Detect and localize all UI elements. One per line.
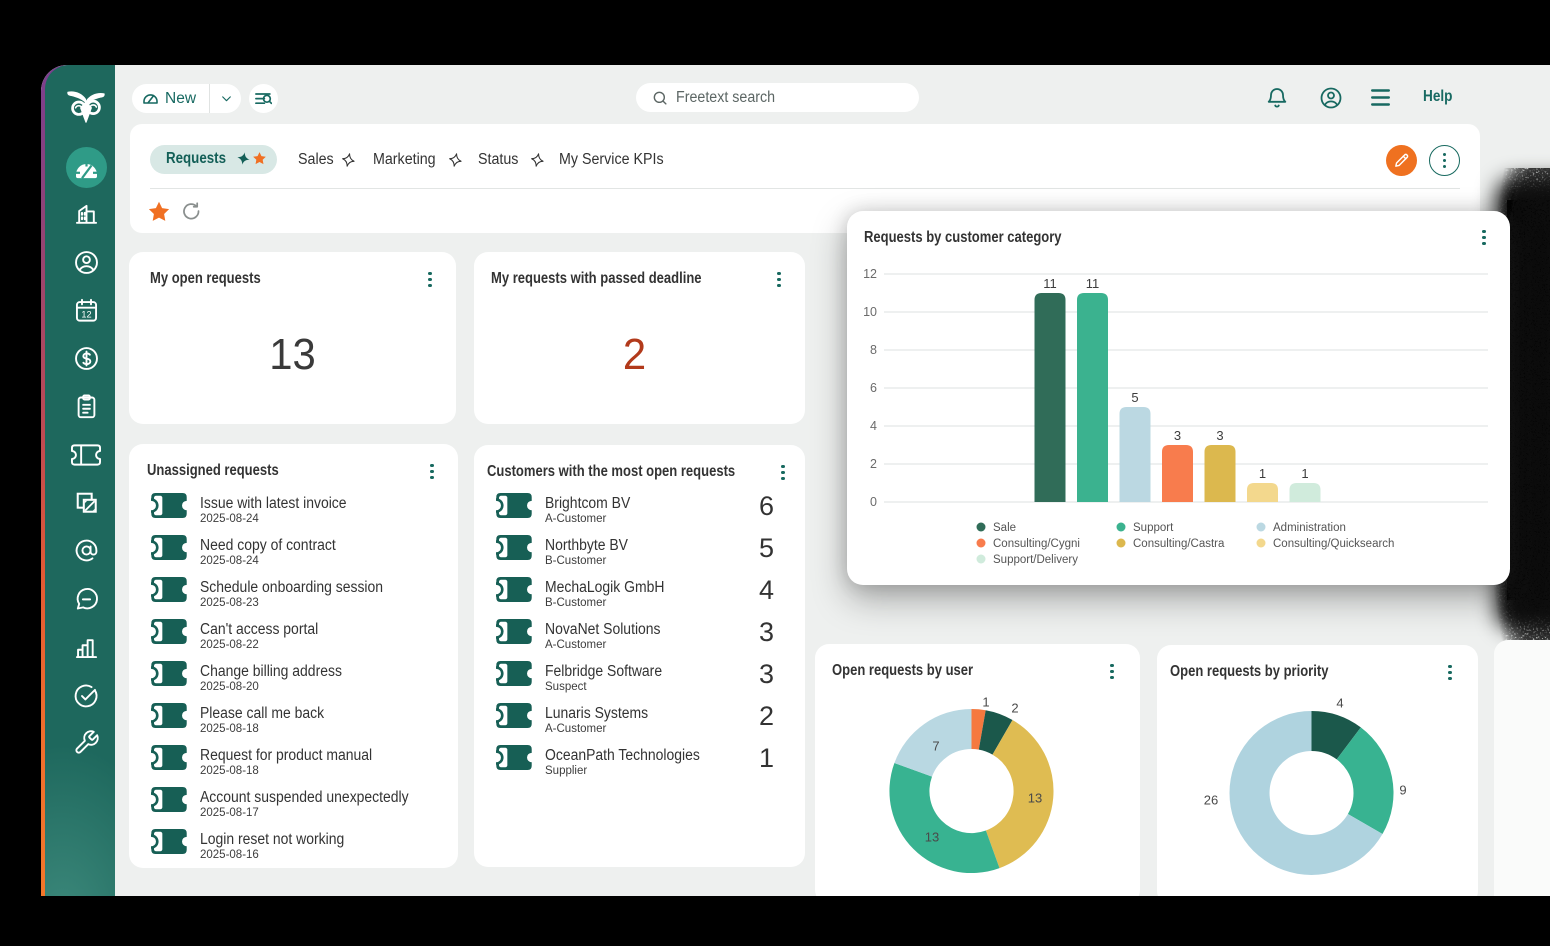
svg-text:Consulting/Castra: Consulting/Castra [1133,538,1225,550]
svg-text:8: 8 [870,343,877,357]
svg-text:11: 11 [1086,276,1100,291]
svg-text:6: 6 [870,381,877,395]
svg-text:Support/Delivery: Support/Delivery [993,554,1078,566]
svg-text:1: 1 [1301,466,1308,481]
svg-text:4: 4 [870,419,877,433]
svg-text:3: 3 [1174,428,1181,443]
svg-text:5: 5 [1131,390,1138,405]
svg-text:0: 0 [870,495,877,509]
svg-text:3: 3 [1216,428,1223,443]
svg-text:12: 12 [81,310,91,320]
svg-text:1: 1 [1259,466,1266,481]
svg-text:11: 11 [1043,276,1057,291]
svg-text:Consulting/Cygni: Consulting/Cygni [993,538,1080,550]
svg-text:Administration: Administration [1273,522,1346,534]
svg-text:Support: Support [1133,522,1174,534]
svg-text:10: 10 [863,305,877,319]
svg-text:Consulting/Quicksearch: Consulting/Quicksearch [1273,538,1394,550]
svg-text:12: 12 [863,267,877,281]
svg-text:2: 2 [870,457,877,471]
svg-text:Sale: Sale [993,522,1016,534]
